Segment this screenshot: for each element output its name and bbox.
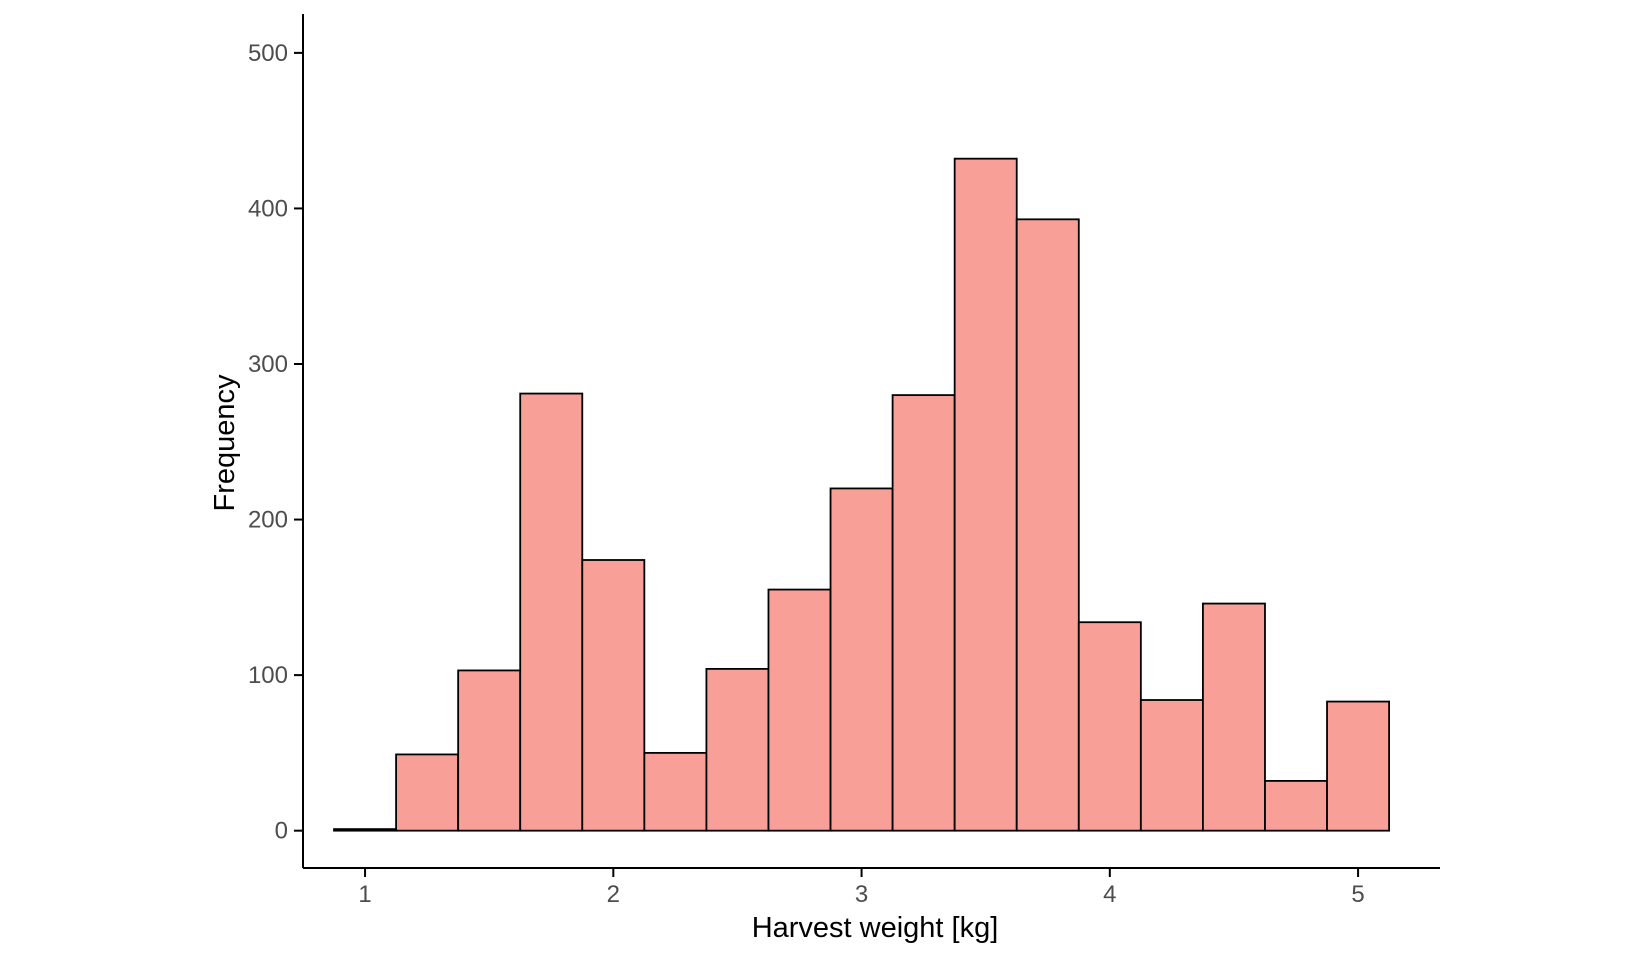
x-tick-label: 5 bbox=[1351, 881, 1364, 908]
histogram-bar bbox=[395, 753, 460, 832]
histogram-bar bbox=[1326, 700, 1391, 832]
histogram-bar bbox=[1015, 218, 1080, 832]
histogram-bar bbox=[581, 559, 646, 832]
histogram-bar bbox=[1264, 779, 1328, 832]
histogram-bar bbox=[1077, 621, 1142, 832]
histogram-bar bbox=[1202, 602, 1266, 832]
y-axis-title: Frequency bbox=[209, 374, 241, 512]
y-tick-label: 0 bbox=[275, 818, 288, 845]
y-tick-label: 300 bbox=[248, 351, 288, 378]
histogram-bar bbox=[767, 588, 832, 832]
histogram-bar bbox=[643, 751, 708, 832]
bars-layer bbox=[333, 157, 1391, 832]
axes-layer bbox=[302, 14, 1440, 869]
x-tick-label: 3 bbox=[855, 881, 868, 908]
x-tick-label: 2 bbox=[607, 881, 620, 908]
histogram-bar bbox=[953, 157, 1018, 832]
histogram-bar bbox=[705, 667, 770, 832]
y-tick-label: 500 bbox=[248, 40, 288, 67]
x-axis-title: Harvest weight [kg] bbox=[752, 912, 999, 944]
y-tick-label: 100 bbox=[248, 662, 288, 689]
histogram-bar bbox=[519, 392, 584, 832]
histogram-bar bbox=[457, 669, 522, 832]
y-tick-label: 400 bbox=[248, 195, 288, 222]
x-tick-label: 1 bbox=[358, 881, 371, 908]
ticks-layer: 0 100 200 300 400 500 1 2 3 4 5 bbox=[248, 40, 1365, 908]
histogram-bar bbox=[333, 828, 397, 832]
x-tick-label: 4 bbox=[1103, 881, 1116, 908]
histogram-bar bbox=[1139, 699, 1204, 832]
histogram-bar bbox=[891, 394, 956, 832]
histogram-bar bbox=[829, 487, 894, 832]
y-tick-label: 200 bbox=[248, 507, 288, 534]
